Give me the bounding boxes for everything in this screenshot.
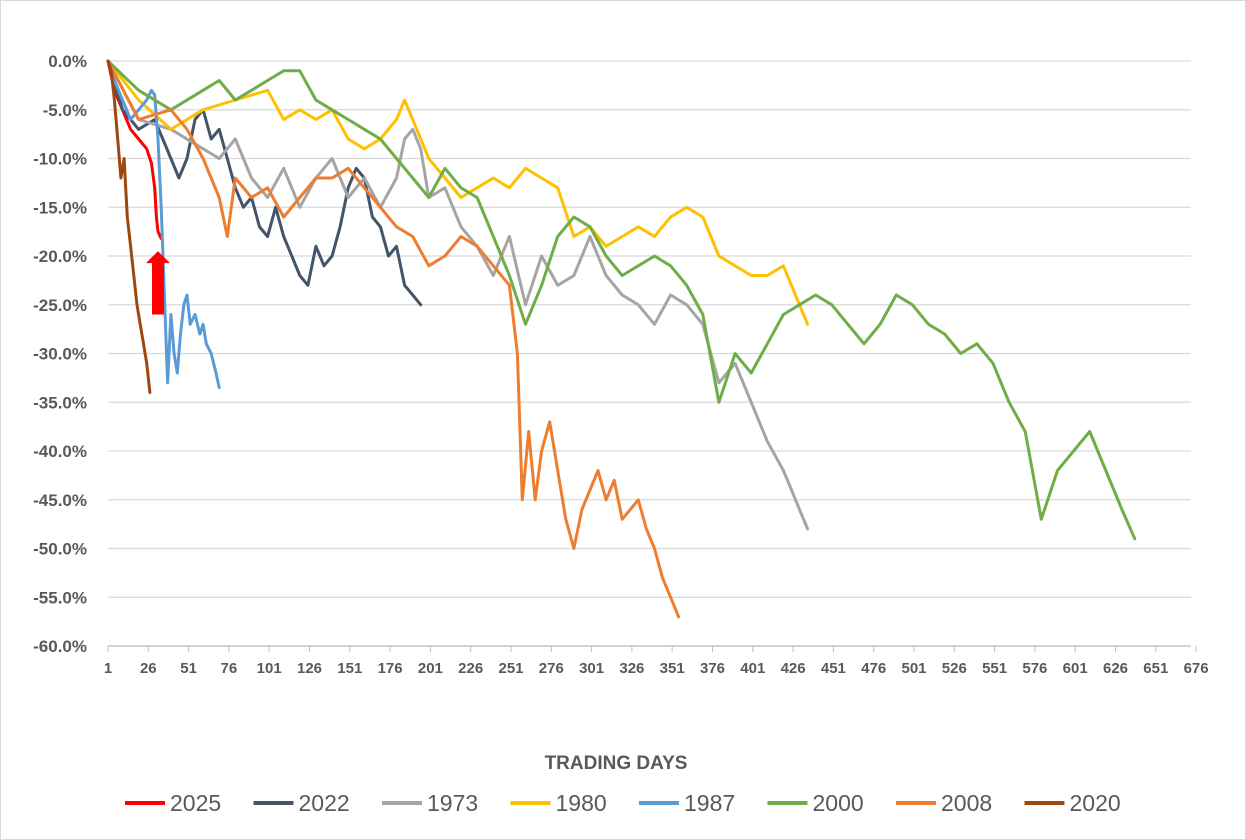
x-tick-label: 401 — [740, 660, 765, 677]
legend-item-1973: 1973 — [382, 790, 478, 816]
x-axis — [107, 645, 1197, 652]
x-tick-label: 201 — [418, 660, 443, 677]
y-tick-label: -5.0% — [43, 101, 87, 120]
red-arrow-icon — [145, 251, 170, 315]
y-tick-label: -15.0% — [33, 198, 87, 217]
legend-label: 2000 — [813, 790, 864, 816]
legend-label: 2025 — [170, 790, 221, 816]
legend-item-2020: 2020 — [1024, 790, 1121, 816]
y-tick-label: -35.0% — [33, 393, 87, 412]
x-tick-label: 351 — [660, 660, 685, 677]
y-tick-label: -10.0% — [33, 150, 87, 169]
y-tick-label: -30.0% — [33, 345, 87, 364]
legend-item-2000: 2000 — [767, 790, 864, 816]
x-tick-label: 251 — [498, 660, 523, 677]
x-tick-label: 526 — [942, 660, 967, 677]
y-tick-label: -25.0% — [33, 296, 87, 315]
x-tick-label: 51 — [180, 660, 197, 677]
x-tick-label: 651 — [1143, 660, 1168, 677]
x-tick-label: 151 — [337, 660, 362, 677]
y-tick-label: -40.0% — [33, 442, 87, 461]
x-tick-label: 1 — [104, 660, 112, 677]
y-axis-ticks: 0.0% -5.0% -10.0% -15.0% -20.0% -25.0% -30.0% -… — [33, 52, 87, 656]
legend-item-2008: 2008 — [896, 790, 992, 816]
x-tick-label: 626 — [1103, 660, 1128, 677]
x-axis-title: TRADING DAYS — [545, 753, 688, 774]
x-tick-label: 176 — [378, 660, 403, 677]
x-tick-label: 276 — [539, 660, 564, 677]
x-tick-label: 101 — [257, 660, 282, 677]
series-line-2008 — [106, 59, 681, 619]
x-tick-label: 476 — [861, 660, 886, 677]
series-line-1980 — [106, 59, 810, 326]
series-line-1987 — [106, 59, 221, 390]
x-tick-label: 26 — [140, 660, 157, 677]
x-tick-label: 676 — [1184, 660, 1209, 677]
y-tick-label: -50.0% — [33, 540, 87, 559]
x-tick-label: 76 — [221, 660, 238, 677]
legend-item-1987: 1987 — [639, 790, 735, 816]
x-axis-ticks: 1 26 51 76 101 126 151 176 201 226 251 276 301 326 351… — [104, 660, 1209, 677]
series-line-2020 — [106, 59, 152, 394]
legend-label: 1980 — [556, 790, 607, 816]
x-tick-label: 376 — [700, 660, 725, 677]
x-tick-label: 326 — [619, 660, 644, 677]
x-tick-label: 501 — [901, 660, 926, 677]
legend-label: 2008 — [941, 790, 992, 816]
series-line-2000 — [106, 59, 1137, 541]
x-tick-label: 126 — [297, 660, 322, 677]
legend-item-1980: 1980 — [510, 790, 607, 816]
gridlines — [108, 60, 1191, 647]
x-tick-label: 226 — [458, 660, 483, 677]
y-tick-label: -20.0% — [33, 247, 87, 266]
legend-item-2025: 2025 — [125, 790, 221, 816]
x-tick-label: 451 — [821, 660, 846, 677]
y-tick-label: -55.0% — [33, 588, 87, 607]
annotations — [145, 251, 170, 315]
y-tick-label: -60.0% — [33, 637, 87, 656]
y-tick-label: -45.0% — [33, 491, 87, 510]
series-line-1973 — [106, 59, 810, 531]
series-line-2022 — [106, 59, 423, 307]
x-tick-label: 601 — [1063, 660, 1088, 677]
x-tick-label: 426 — [781, 660, 806, 677]
legend-item-2022: 2022 — [253, 790, 350, 816]
y-tick-label: 0.0% — [48, 52, 87, 71]
x-tick-label: 301 — [579, 660, 604, 677]
legend-label: 1973 — [427, 790, 478, 816]
legend-label: 2020 — [1070, 790, 1121, 816]
legend-label: 2022 — [299, 790, 350, 816]
legend: 2025 2022 1973 1980 1987 2000 2008 2020 — [125, 790, 1121, 816]
x-tick-label: 551 — [982, 660, 1007, 677]
series-lines — [106, 59, 1137, 619]
x-tick-label: 576 — [1022, 660, 1047, 677]
legend-label: 1987 — [684, 790, 735, 816]
